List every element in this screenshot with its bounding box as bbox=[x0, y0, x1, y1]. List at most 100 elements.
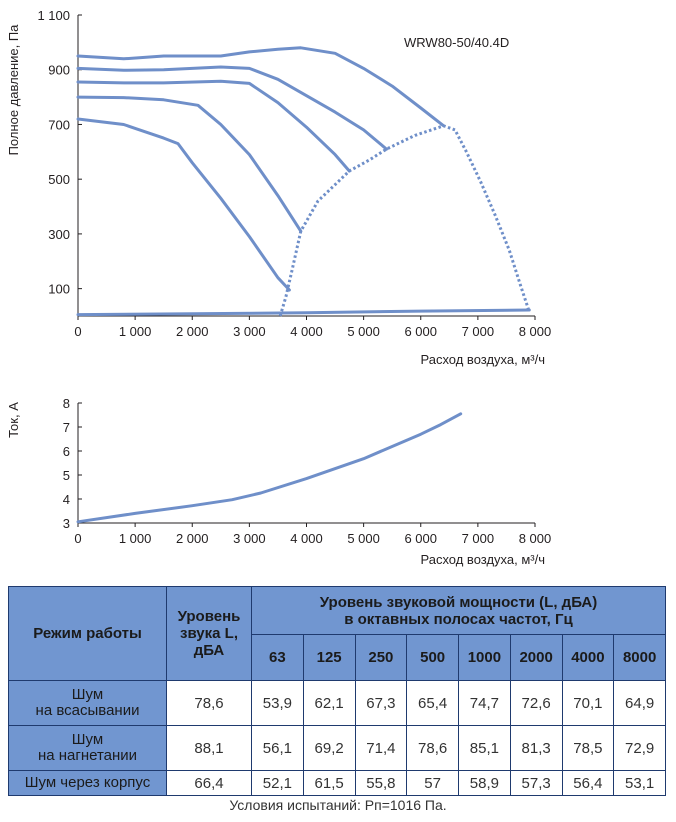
x-tick-label: 8 000 bbox=[519, 324, 552, 339]
table-row: Шум на всасывании 78,6 53,9 62,1 67,3 65,4 74,7… bbox=[8, 680, 666, 726]
x-tick-label: 2 000 bbox=[176, 324, 209, 339]
sound-power-cell: 85,1 bbox=[458, 725, 511, 771]
current-chart: 3 4 5 6 7 8 0 1 000 2 000 3 000 4 000 5 000 6 000 7 0… bbox=[6, 396, 551, 567]
sound-power-cell: 65,4 bbox=[406, 680, 459, 726]
frequency-header: 1000 bbox=[458, 634, 511, 681]
y-tick-label: 3 bbox=[63, 516, 70, 531]
sound-power-cell: 62,1 bbox=[302, 680, 356, 726]
row-label-line: Шум bbox=[71, 686, 104, 703]
y-tick-label: 300 bbox=[48, 227, 70, 242]
y-axis-label: Ток, А bbox=[6, 402, 21, 438]
x-axis-label: Расход воздуха, м³/ч bbox=[420, 552, 545, 567]
sound-level-header-line: звука L, bbox=[180, 625, 238, 642]
row-label-line: Шум bbox=[71, 731, 104, 748]
x-axis-label: Расход воздуха, м³/ч bbox=[420, 352, 545, 367]
sound-power-cell: 57,3 bbox=[509, 770, 563, 796]
sound-power-cell: 56,1 bbox=[251, 725, 304, 771]
sound-level-header-line: Уровень bbox=[177, 608, 241, 625]
y-tick-label: 700 bbox=[48, 117, 70, 132]
charts-area: 100 300 500 700 900 1 100 0 1 000 2 000 3 000 4 00… bbox=[6, 8, 551, 567]
sound-power-header: Уровень звуковой мощности (L, дБА) в окт… bbox=[251, 586, 666, 635]
x-tick-label: 8 000 bbox=[519, 531, 552, 546]
sound-power-header-line: в октавных полосах частот, Гц bbox=[344, 610, 573, 628]
x-tick-label: 6 000 bbox=[404, 324, 437, 339]
y-tick-label: 6 bbox=[63, 444, 70, 459]
frequency-header-row: 63 125 250 500 1000 2000 4000 8000 bbox=[9, 634, 666, 681]
series-line-3 bbox=[76, 79, 351, 173]
x-tick-label: 5 000 bbox=[347, 531, 380, 546]
sound-power-cell: 52,1 bbox=[251, 770, 304, 796]
x-tick-label: 4 000 bbox=[290, 324, 323, 339]
sound-power-cell: 53,9 bbox=[251, 680, 304, 726]
sound-power-cell: 58,9 bbox=[458, 770, 511, 796]
sound-power-cell: 61,5 bbox=[302, 770, 356, 796]
row-label-line: Шум через корпус bbox=[24, 774, 151, 791]
y-axis-label: Полное давление, Па bbox=[6, 24, 21, 156]
frequency-header: 125 bbox=[302, 634, 356, 681]
x-tick-label: 2 000 bbox=[176, 531, 209, 546]
y-tick-label: 900 bbox=[48, 63, 70, 78]
sound-level-cell: 66,4 bbox=[166, 770, 252, 796]
x-tick-label: 1 000 bbox=[119, 531, 152, 546]
x-tick-label: 3 000 bbox=[233, 531, 266, 546]
frequency-header: 250 bbox=[354, 634, 408, 681]
sound-power-cell: 53,1 bbox=[613, 770, 666, 796]
x-tick-label: 0 bbox=[74, 531, 81, 546]
series-line-1 bbox=[76, 412, 463, 524]
table-row: Шум через корпус 66,4 52,1 61,5 55,8 57 58,9 57… bbox=[8, 770, 666, 796]
model-label: WRW80-50/40.4D bbox=[404, 35, 509, 50]
sound-power-cell: 69,2 bbox=[302, 725, 356, 771]
x-tick-label: 6 000 bbox=[404, 531, 437, 546]
row-label-line: на нагнетании bbox=[37, 747, 138, 764]
sound-power-cell: 72,9 bbox=[613, 725, 666, 771]
y-tick-label: 1 100 bbox=[37, 8, 70, 23]
efficiency-boundary-dotted-line bbox=[278, 124, 531, 317]
mode-header: Режим работы bbox=[8, 586, 167, 681]
sound-level-cell: 78,6 bbox=[166, 680, 252, 726]
sound-power-cell: 56,4 bbox=[561, 770, 615, 796]
sound-power-cell: 70,1 bbox=[561, 680, 615, 726]
sound-level-cell: 88,1 bbox=[166, 725, 252, 771]
y-tick-label: 8 bbox=[63, 396, 70, 411]
frequency-header: 4000 bbox=[561, 634, 615, 681]
table-row: Шум на нагнетании 88,1 56,1 69,2 71,4 78,6 85,1… bbox=[8, 725, 666, 771]
sound-level-header-line: дБА bbox=[193, 642, 225, 659]
y-tick-label: 4 bbox=[63, 492, 70, 507]
sound-power-cell: 81,3 bbox=[509, 725, 563, 771]
x-tick-label: 3 000 bbox=[233, 324, 266, 339]
sound-power-cell: 57 bbox=[406, 770, 459, 796]
x-tick-label: 4 000 bbox=[290, 531, 323, 546]
x-tick-label: 7 000 bbox=[462, 324, 495, 339]
sound-power-header-line: Уровень звуковой мощности (L, дБА) bbox=[319, 593, 598, 611]
y-tick-label: 500 bbox=[48, 172, 70, 187]
row-label-line: на всасывании bbox=[35, 702, 140, 719]
series-line-7 bbox=[76, 308, 531, 317]
pressure-chart: 100 300 500 700 900 1 100 0 1 000 2 000 3 000 4 00… bbox=[6, 8, 551, 367]
noise-table: Режим работы Уровень звука L, дБА Уровен… bbox=[8, 586, 666, 796]
sound-power-cell: 78,5 bbox=[561, 725, 615, 771]
x-tick-label: 5 000 bbox=[347, 324, 380, 339]
sound-level-header: Уровень звука L, дБА bbox=[166, 586, 252, 681]
y-tick-label: 7 bbox=[63, 420, 70, 435]
x-tick-label: 0 bbox=[74, 324, 81, 339]
series-line-5 bbox=[76, 117, 291, 292]
row-label: Шум на всасывании bbox=[8, 680, 167, 726]
series-line-2 bbox=[76, 65, 388, 151]
series-line-1 bbox=[76, 46, 446, 128]
frequency-header: 8000 bbox=[613, 634, 666, 681]
x-tick-label: 7 000 bbox=[462, 531, 495, 546]
y-tick-label: 5 bbox=[63, 468, 70, 483]
frequency-header: 63 bbox=[251, 634, 304, 681]
series-line-4 bbox=[76, 95, 303, 233]
sound-power-cell: 64,9 bbox=[613, 680, 666, 726]
test-conditions-caption: Условия испытаний: Рп=1016 Па. bbox=[229, 797, 447, 813]
sound-power-cell: 72,6 bbox=[509, 680, 563, 726]
sound-power-cell: 55,8 bbox=[354, 770, 408, 796]
frequency-header: 500 bbox=[406, 634, 459, 681]
sound-power-cell: 78,6 bbox=[406, 725, 459, 771]
row-label: Шум через корпус bbox=[8, 770, 167, 796]
row-label: Шум на нагнетании bbox=[8, 725, 167, 771]
y-tick-label: 100 bbox=[48, 282, 70, 297]
sound-power-cell: 71,4 bbox=[354, 725, 408, 771]
x-tick-label: 1 000 bbox=[119, 324, 152, 339]
